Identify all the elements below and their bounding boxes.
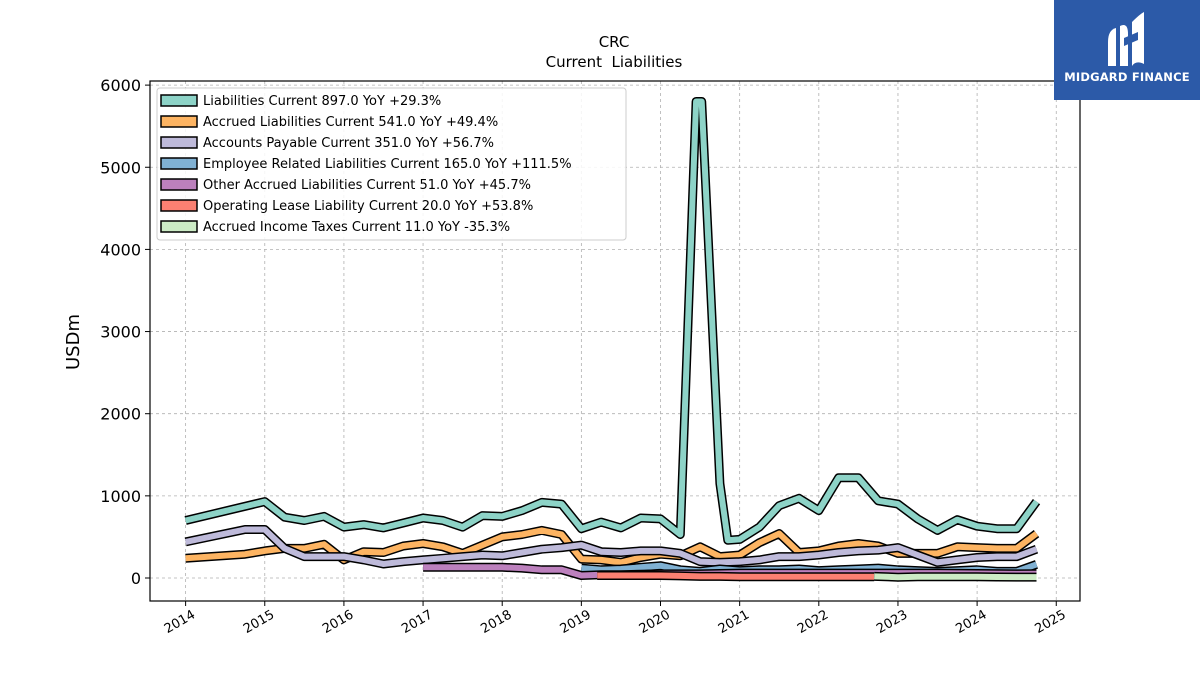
y-tick-label: 3000 [100,323,141,342]
series-group [184,97,1041,582]
legend-swatch [160,115,198,128]
y-tick-label: 5000 [100,158,141,177]
legend-item: Operating Lease Liability Current 20.0 Y… [160,199,533,214]
y-axis-label: USDm [63,314,84,370]
legend-label: Liabilities Current 897.0 YoY +29.3% [203,94,441,109]
series-line-3 [184,525,1039,569]
legend-swatch [160,157,198,170]
x-tick-label: 2024 [953,607,989,637]
legend: Liabilities Current 897.0 YoY +29.3% Accr… [156,87,627,241]
legend-label: Other Accrued Liabilities Current 51.0 Y… [203,178,531,193]
x-tick-label: 2022 [795,607,831,637]
y-tick-label: 2000 [100,405,141,424]
x-tick-label: 2019 [558,607,594,637]
legend-item: Accrued Income Taxes Current 11.0 YoY -3… [160,220,510,235]
x-tick-label: 2020 [637,607,673,637]
legend-item: Accrued Liabilities Current 541.0 YoY +4… [160,115,498,130]
y-tick-label: 4000 [100,240,141,259]
x-tick-label: 2014 [162,607,198,637]
legend-item: Accounts Payable Current 351.0 YoY +56.7… [160,136,494,151]
legend-swatch [160,136,198,149]
x-tick-label: 2021 [716,607,752,637]
x-tick-label: 2016 [320,607,356,637]
series-line-1 [184,97,1041,545]
y-tick-label: 1000 [100,487,141,506]
midgard-logo-icon [1108,12,1144,66]
series-line-7 [874,571,1037,582]
x-tick-label: 2015 [241,607,277,637]
legend-swatch [160,199,198,212]
legend-item: Employee Related Liabilities Current 165… [160,157,572,172]
brand-logo: MIDGARD FINANCE [1054,0,1200,100]
legend-swatch [160,220,198,233]
y-tick-label: 6000 [100,76,141,95]
x-tick-label: 2023 [874,607,910,637]
x-tick-label: 2018 [478,607,514,637]
legend-swatch [160,94,198,107]
y-tick-label: 0 [131,569,141,588]
x-tick-label: 2025 [1032,607,1068,637]
legend-box [156,87,627,241]
legend-label: Operating Lease Liability Current 20.0 Y… [203,199,533,214]
legend-label: Accounts Payable Current 351.0 YoY +56.7… [203,136,494,151]
legend-label: Accrued Income Taxes Current 11.0 YoY -3… [203,220,510,235]
x-tick-label: 2017 [399,607,435,637]
series-line-6 [597,571,875,582]
chart-title: CRC [599,33,630,51]
legend-label: Employee Related Liabilities Current 165… [203,157,572,172]
brand-name: MIDGARD FINANCE [1064,70,1190,84]
chart-subtitle: Current Liabilities [546,53,683,71]
legend-label: Accrued Liabilities Current 541.0 YoY +4… [203,115,498,130]
plot-frame [149,80,1081,602]
legend-swatch [160,178,198,191]
legend-item: Liabilities Current 897.0 YoY +29.3% [160,94,441,109]
legend-item: Other Accrued Liabilities Current 51.0 Y… [160,178,531,193]
